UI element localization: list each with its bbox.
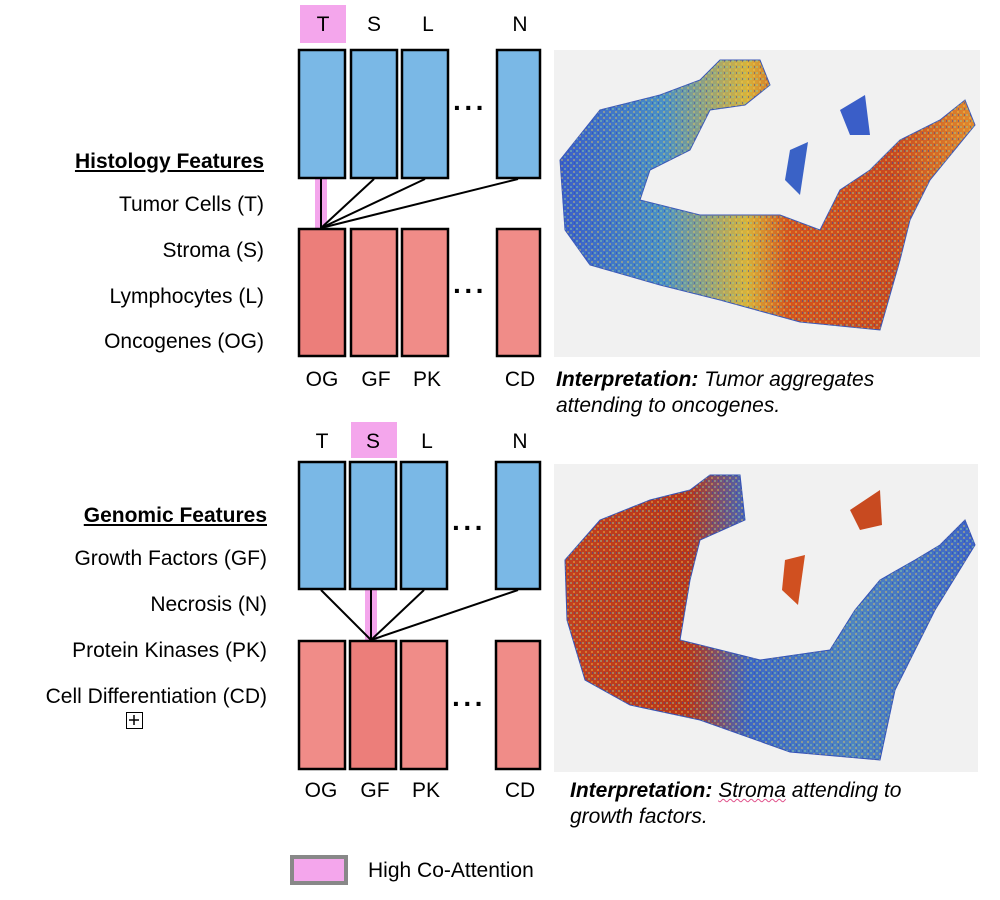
top-gen-box-pk: [400, 227, 450, 358]
top-hist-box-t: [297, 48, 347, 180]
bottom-gen-box-pk: [399, 639, 449, 771]
bottom-interp-word-stroma: Stroma: [718, 779, 786, 802]
top-panel-diagram: [297, 5, 542, 358]
top-token-t: T: [316, 13, 330, 36]
bottom-interpretation: Interpretation: Stroma attending to grow…: [570, 778, 980, 830]
bottom-token-highlight: [351, 422, 397, 458]
top-gen-label-pk: PK: [412, 368, 441, 391]
top-hist-ellipsis: ···: [453, 92, 487, 123]
bottom-line-t: [320, 589, 372, 641]
top-token-s: S: [366, 13, 381, 36]
bottom-hist-box-s: [348, 460, 398, 591]
bottom-gen-box-cd: [494, 639, 542, 771]
bottom-token-t: T: [315, 430, 329, 453]
label-protein-kinases: Protein Kinases (PK): [72, 639, 267, 662]
label-necrosis: Necrosis (N): [150, 593, 267, 616]
top-token-l: L: [422, 13, 434, 36]
top-hist-box-l: [400, 48, 450, 180]
genomic-features-heading: Genomic Features: [83, 504, 267, 527]
histology-features-heading: Histology Features: [74, 150, 264, 173]
bottom-gen-label-og: OG: [304, 779, 338, 802]
label-stroma: Stroma (S): [162, 239, 264, 262]
top-line-s: [320, 178, 375, 229]
top-interpretation: Interpretation: Tumor aggregates attendi…: [556, 367, 976, 419]
top-hist-box-n: [495, 48, 542, 180]
top-line-l: [320, 178, 426, 229]
top-gen-ellipsis: ···: [453, 275, 487, 306]
top-interp-label: Interpretation:: [556, 368, 699, 391]
bottom-gen-box-gf: [348, 639, 398, 771]
label-growth-factors: Growth Factors (GF): [74, 547, 267, 570]
expand-icon[interactable]: [126, 712, 143, 729]
bottom-gen-ellipsis: ···: [452, 688, 486, 719]
label-oncogenes: Oncogenes (OG): [104, 330, 264, 353]
top-hist-box-s: [349, 48, 399, 180]
label-tumor-cells: Tumor Cells (T): [118, 193, 264, 216]
label-cell-differentiation: Cell Differentiation (CD): [45, 685, 267, 708]
bottom-token-n: N: [512, 430, 528, 453]
bottom-hist-ellipsis: ···: [452, 512, 486, 543]
bottom-panel-diagram: [297, 422, 542, 771]
plus-glyph: [129, 715, 139, 725]
bottom-gen-label-pk: PK: [411, 779, 440, 802]
bottom-gen-label-gf: GF: [360, 779, 390, 802]
bottom-interp-text-2: growth factors.: [570, 805, 708, 828]
top-gen-label-og: OG: [305, 368, 339, 391]
top-line-n: [320, 178, 519, 229]
bottom-gen-label-cd: CD: [504, 779, 536, 802]
top-gen-label-cd: CD: [504, 368, 536, 391]
top-token-n: N: [512, 13, 528, 36]
bottom-line-l: [370, 589, 425, 641]
top-token-highlight: [300, 5, 346, 43]
top-gen-label-gf: GF: [361, 368, 391, 391]
bottom-line-n: [370, 589, 519, 641]
bottom-hist-box-n: [494, 460, 542, 591]
bottom-hist-box-t: [297, 460, 347, 591]
bottom-gen-box-og: [297, 639, 347, 771]
top-gen-box-gf: [349, 227, 399, 358]
bottom-interp-text-1: attending to: [785, 779, 902, 802]
bottom-interp-label: Interpretation:: [570, 779, 713, 802]
legend-swatch: [290, 855, 348, 885]
top-heatmap-image: [554, 50, 980, 357]
bottom-token-l: L: [421, 430, 433, 453]
legend-label: High Co-Attention: [368, 859, 534, 882]
bottom-heatmap-image: [554, 464, 978, 772]
label-lymphocytes: Lymphocytes (L): [109, 285, 264, 308]
top-gen-box-cd: [495, 227, 542, 358]
bottom-token-s: S: [365, 430, 380, 453]
top-interp-text-1: Tumor aggregates: [704, 368, 875, 391]
bottom-hist-box-l: [399, 460, 449, 591]
top-interp-text-2: attending to oncogenes.: [556, 394, 781, 417]
top-gen-box-og: [297, 227, 347, 358]
